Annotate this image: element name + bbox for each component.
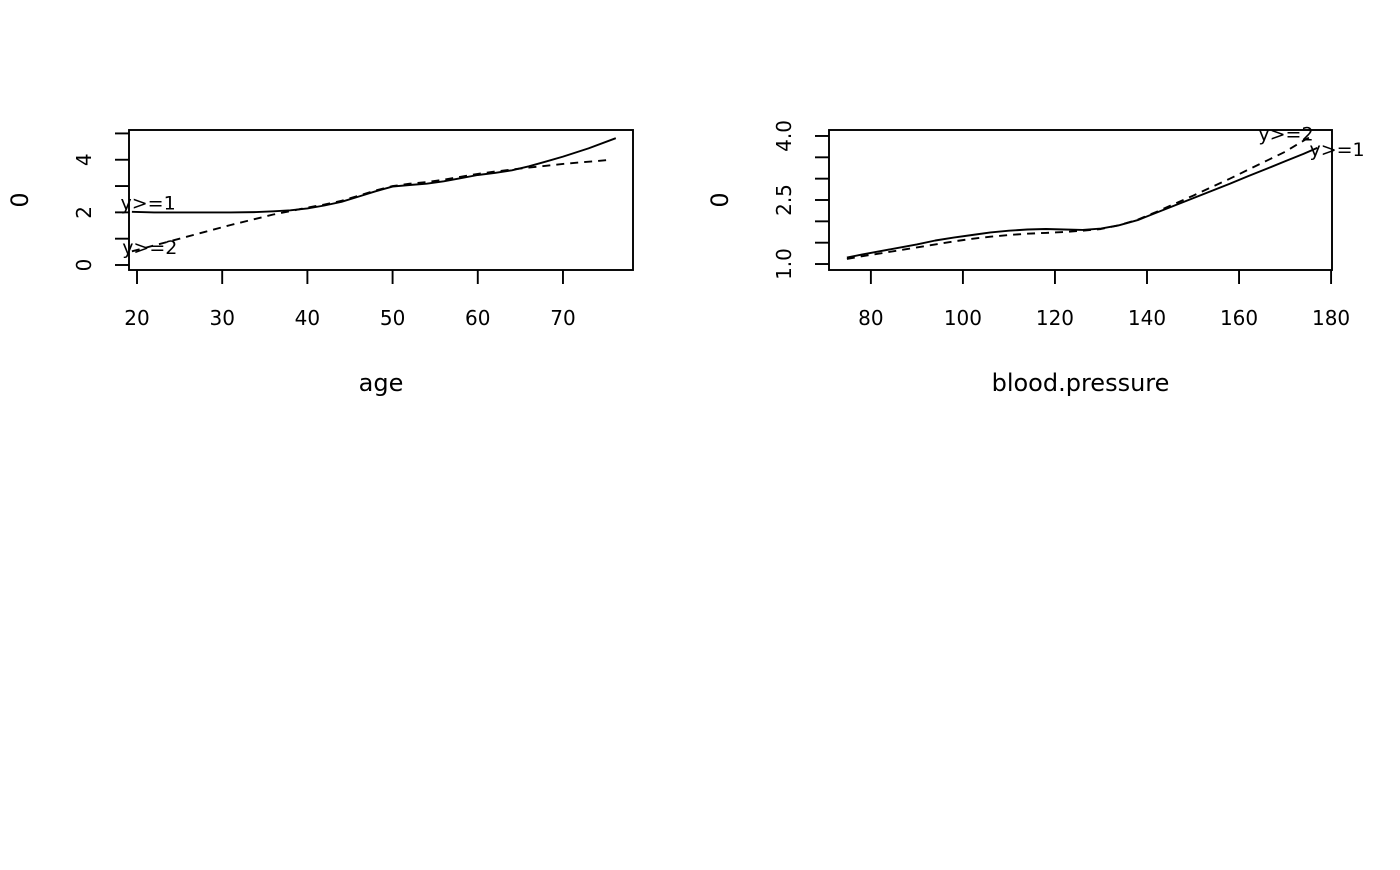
x-tick-label: 180 — [1312, 306, 1350, 330]
x-tick-label: 100 — [944, 306, 982, 330]
curve-y-ge-2-dashed — [131, 158, 612, 253]
y-tick-label: 1.0 — [772, 248, 796, 280]
x-tick-label: 70 — [550, 306, 575, 330]
curve-label: y>=2 — [122, 237, 177, 259]
y-tick-label: 4 — [72, 153, 96, 166]
curve-label: y>=1 — [120, 192, 175, 214]
y-tick-label: 4.0 — [772, 120, 796, 152]
curve-label: y>=1 — [1309, 139, 1364, 161]
x-axis-title: age — [359, 369, 404, 397]
plot-box — [128, 129, 634, 271]
x-tick-label: 80 — [858, 306, 883, 330]
y-tick-label: 0 — [72, 259, 96, 272]
curve-label: y>=2 — [1258, 123, 1313, 145]
x-tick-label: 160 — [1220, 306, 1258, 330]
x-tick-label: 60 — [465, 306, 490, 330]
y-axis-title: 0 — [6, 192, 34, 207]
blood-pressure-effect-plot: 80 100 120 140 160 180 1.0 2.5 4.0 blood.pressure… — [706, 120, 1365, 397]
age-effect-plot: 20 30 40 50 60 70 0 2 4 age 0 y>=1 y>=2 — [6, 129, 634, 397]
x-tick-label: 50 — [380, 306, 405, 330]
x-tick-label: 20 — [124, 306, 149, 330]
y-tick-label: 2 — [72, 206, 96, 219]
curve-y-ge-2-dashed — [846, 135, 1311, 260]
x-axis-title: blood.pressure — [992, 369, 1170, 397]
curve-y-ge-1-solid — [131, 137, 617, 214]
x-tick-label: 30 — [209, 306, 234, 330]
y-axis-title: 0 — [706, 192, 734, 207]
curve-y-ge-1-solid — [846, 147, 1318, 259]
x-tick-label: 140 — [1128, 306, 1166, 330]
y-tick-label: 2.5 — [772, 184, 796, 216]
x-tick-label: 120 — [1036, 306, 1074, 330]
x-tick-label: 40 — [295, 306, 320, 330]
